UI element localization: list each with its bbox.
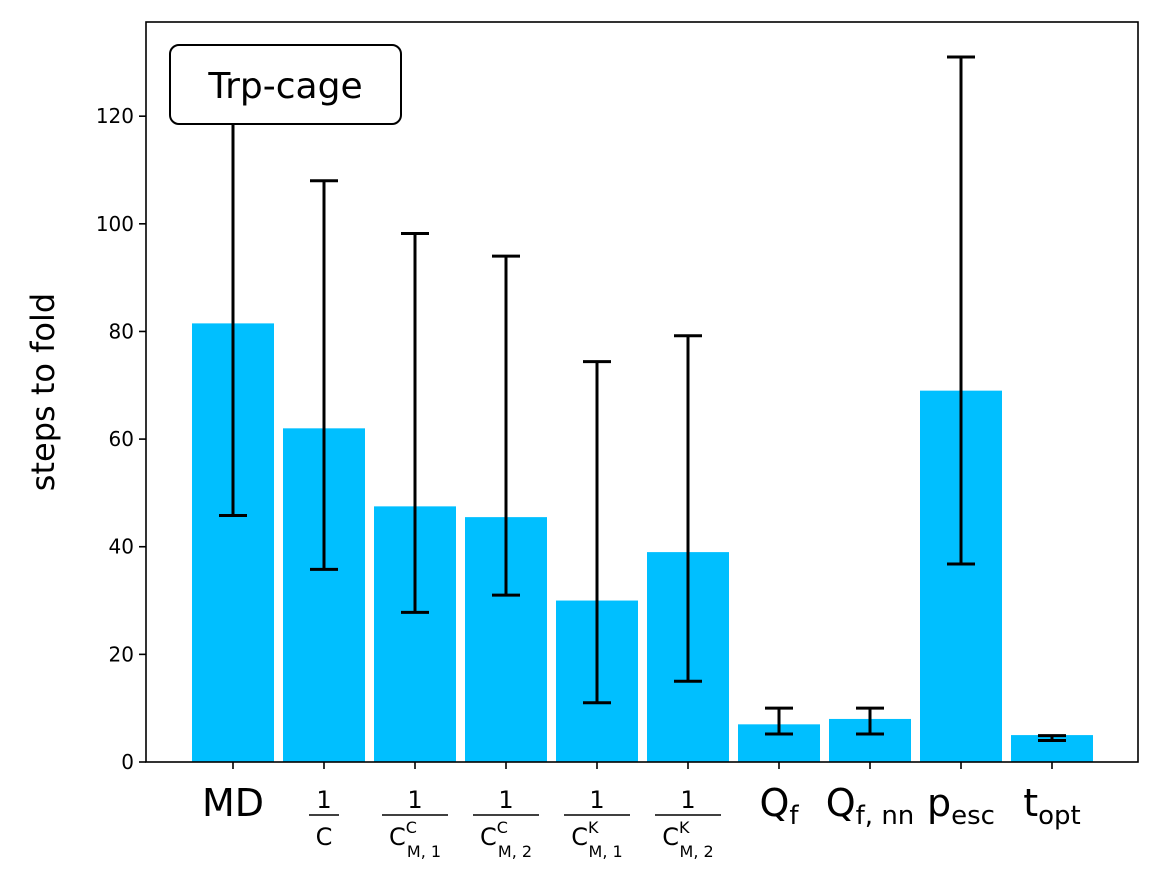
category-label: pesc <box>927 781 995 831</box>
category-base: Q <box>759 781 789 825</box>
x-tick-label: 1CC M, 1 <box>382 786 448 861</box>
denominator-superscript: K <box>588 818 599 837</box>
denominator-subscript: M, 1 <box>589 842 623 861</box>
denominator-base: C <box>571 823 588 851</box>
category-subscript: opt <box>1038 801 1081 831</box>
y-tick-label: 60 <box>109 427 134 451</box>
fraction-numerator: 1 <box>589 786 604 814</box>
y-tick-label: 20 <box>109 642 134 666</box>
denominator-superscript: C <box>497 818 508 837</box>
fraction-numerator: 1 <box>316 786 331 814</box>
annotation-text: Trp-cage <box>207 66 362 107</box>
fraction-numerator: 1 <box>407 786 422 814</box>
x-tick-label: 1CC M, 2 <box>473 786 539 861</box>
x-tick-label: 1CK M, 1 <box>564 786 630 861</box>
category-label: Qf, nn <box>826 781 915 831</box>
annotation-box: Trp-cage <box>169 44 402 125</box>
fraction-denominator: CK M, 1 <box>571 818 622 861</box>
category-label: MD <box>202 781 264 825</box>
category-subscript: f <box>789 801 799 831</box>
x-tick-label: Qf <box>759 781 799 831</box>
denominator-base: C <box>480 823 497 851</box>
denominator-base: C <box>389 823 406 851</box>
denominator-subscript: M, 1 <box>407 842 441 861</box>
fraction-denominator: C <box>316 823 333 851</box>
x-tick-label: topt <box>1023 781 1081 831</box>
denominator-base: C <box>316 823 333 851</box>
category-base: MD <box>202 781 264 825</box>
y-tick-label: 120 <box>96 104 134 128</box>
fraction-numerator: 1 <box>498 786 513 814</box>
x-tick-label: 1CK M, 2 <box>655 786 721 861</box>
category-base: p <box>927 781 951 825</box>
category-subscript: f, nn <box>856 801 915 831</box>
category-base: Q <box>826 781 856 825</box>
y-tick-label: 100 <box>96 212 134 236</box>
y-tick-label: 80 <box>109 319 134 343</box>
fraction-denominator: CC M, 2 <box>480 818 532 861</box>
denominator-base: C <box>662 823 679 851</box>
denominator-subscript: M, 2 <box>680 842 714 861</box>
denominator-superscript: K <box>679 818 690 837</box>
y-axis: 0 20 40 60 80 100 120 <box>96 104 146 774</box>
y-axis-label: steps to fold <box>24 293 62 491</box>
category-subscript: esc <box>951 801 995 831</box>
fraction-denominator: CK M, 2 <box>662 818 713 861</box>
x-tick-label: Qf, nn <box>826 781 915 831</box>
category-label: Qf <box>759 781 799 831</box>
x-tick-label: pesc <box>927 781 995 831</box>
x-tick-label: 1C <box>309 786 339 851</box>
category-label: topt <box>1023 781 1081 831</box>
plot-frame <box>145 21 1139 763</box>
y-tick-label: 40 <box>109 535 134 559</box>
y-tick-label: 0 <box>121 750 134 774</box>
fraction-denominator: CC M, 1 <box>389 818 441 861</box>
denominator-subscript: M, 2 <box>498 842 532 861</box>
fraction-numerator: 1 <box>680 786 695 814</box>
denominator-superscript: C <box>406 818 417 837</box>
category-base: t <box>1023 781 1038 825</box>
bars-layer <box>192 323 1093 762</box>
x-tick-label: MD <box>202 781 264 825</box>
errorbars-layer <box>219 55 1066 742</box>
